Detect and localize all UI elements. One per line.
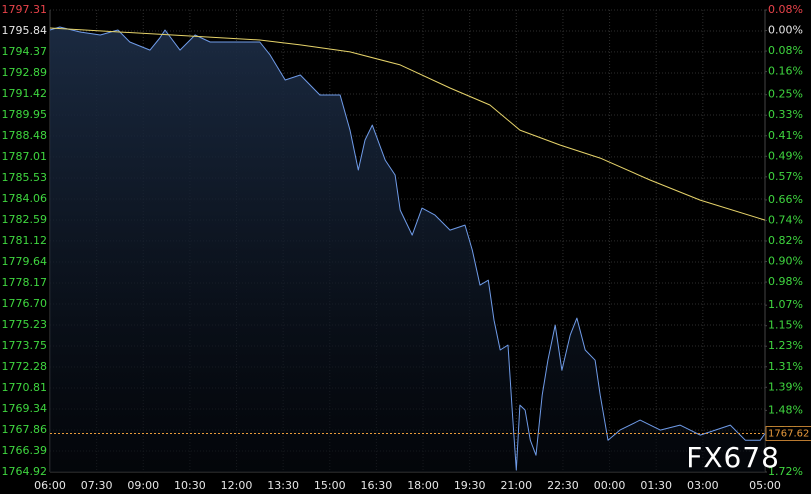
- x-tick-label: 03:00: [687, 479, 719, 492]
- y2-tick-label: 1.15%: [768, 319, 803, 332]
- y-tick-label: 1791.42: [2, 87, 48, 100]
- y-tick-label: 1788.48: [2, 129, 48, 142]
- x-tick-label: 05:00: [749, 479, 781, 492]
- y-tick-label: 1795.84: [2, 24, 48, 37]
- y-tick-label: 1794.37: [2, 45, 48, 58]
- y2-tick-label: 0.74%: [768, 213, 803, 226]
- y2-tick-label: 0.16%: [768, 65, 803, 78]
- y2-tick-label: 1.31%: [768, 360, 803, 373]
- y-tick-label: 1766.39: [2, 444, 48, 457]
- x-tick-label: 22:30: [547, 479, 579, 492]
- x-tick-label: 13:30: [267, 479, 299, 492]
- y-tick-label: 1784.06: [2, 192, 48, 205]
- y-tick-label: 1789.95: [2, 108, 48, 121]
- y2-tick-label: 0.00%: [768, 24, 803, 37]
- x-tick-label: 07:30: [81, 479, 113, 492]
- y-tick-label: 1776.70: [2, 297, 48, 310]
- x-tick-label: 15:00: [314, 479, 346, 492]
- x-tick-label: 12:00: [221, 479, 253, 492]
- x-tick-label: 09:00: [127, 479, 159, 492]
- y-tick-label: 1785.53: [2, 171, 48, 184]
- y2-tick-label: 1.39%: [768, 380, 803, 393]
- y-tick-label: 1778.17: [2, 276, 48, 289]
- y2-tick-label: 0.66%: [768, 193, 803, 206]
- y2-tick-label: 0.57%: [768, 170, 803, 183]
- y2-tick-label: 0.98%: [768, 275, 803, 288]
- y-tick-label: 1782.59: [2, 213, 48, 226]
- y-tick-label: 1792.89: [2, 66, 48, 79]
- y-tick-label: 1769.34: [2, 402, 48, 415]
- x-tick-label: 00:00: [594, 479, 626, 492]
- x-tick-label: 10:30: [174, 479, 206, 492]
- y-tick-label: 1775.23: [2, 318, 48, 331]
- y-tick-label: 1772.28: [2, 360, 48, 373]
- y2-tick-label: 0.82%: [768, 234, 803, 247]
- y-tick-label: 1773.75: [2, 339, 48, 352]
- y2-tick-label: 0.49%: [768, 149, 803, 162]
- x-tick-label: 19:30: [454, 479, 486, 492]
- y2-tick-label: 0.08%: [768, 44, 803, 57]
- y2-tick-label: 1.72%: [768, 465, 803, 478]
- y-tick-label: 1767.86: [2, 423, 48, 436]
- x-tick-label: 06:00: [34, 479, 66, 492]
- x-tick-label: 16:30: [361, 479, 393, 492]
- y-tick-label: 1779.64: [2, 255, 48, 268]
- y2-tick-label: 0.33%: [768, 108, 803, 121]
- x-tick-label: 21:00: [500, 479, 532, 492]
- y-tick-label: 1770.81: [2, 381, 48, 394]
- y2-tick-label: 0.08%: [768, 3, 803, 16]
- y2-tick-label: 0.90%: [768, 255, 803, 268]
- y2-tick-label: 1.48%: [768, 403, 803, 416]
- y-tick-label: 1797.31: [2, 3, 48, 16]
- y2-tick-label: 0.41%: [768, 129, 803, 142]
- y-tick-label: 1787.01: [2, 150, 48, 163]
- y2-tick-label: 1.07%: [768, 298, 803, 311]
- current-price-box: [765, 426, 811, 441]
- watermark: FX678: [686, 441, 780, 474]
- y-tick-label: 1764.92: [2, 465, 48, 478]
- average-line: [49, 27, 766, 221]
- x-tick-label: 01:30: [640, 479, 672, 492]
- x-tick-label: 18:00: [407, 479, 439, 492]
- current-price-label: 1767.62: [768, 428, 809, 439]
- y2-tick-label: 0.25%: [768, 88, 803, 101]
- price-area: [50, 27, 765, 472]
- y-tick-label: 1781.12: [2, 234, 48, 247]
- y2-tick-label: 1.23%: [768, 339, 803, 352]
